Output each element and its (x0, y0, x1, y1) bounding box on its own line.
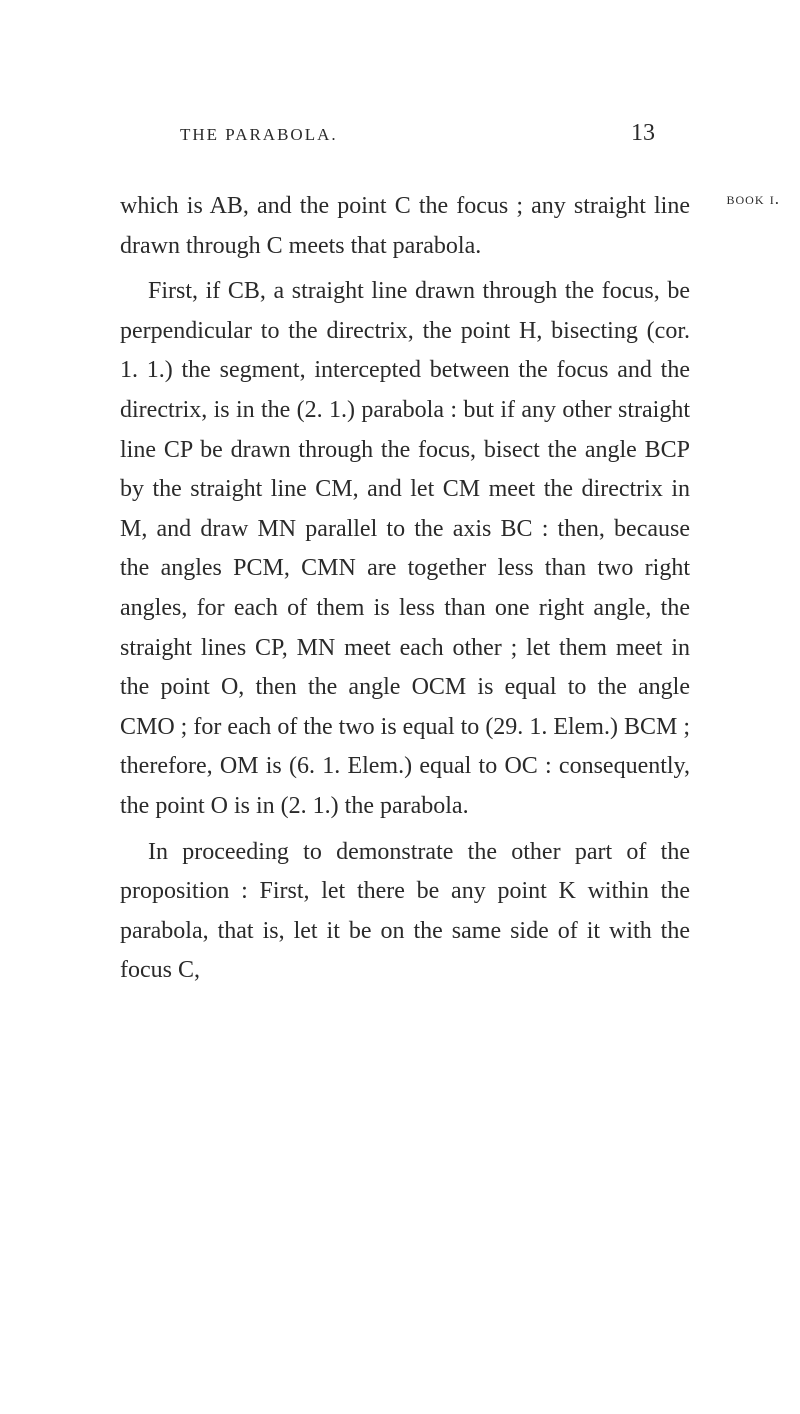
paragraph-1: which is AB, and the point C the focus ;… (120, 187, 690, 266)
running-head: THE PARABOLA. (180, 125, 338, 145)
page-header: THE PARABOLA. 13 (120, 120, 690, 147)
body-text: book i. which is AB, and the point C the… (120, 187, 690, 991)
paragraph-3: In proceeding to demonstrate the other p… (120, 833, 690, 991)
paragraph-2: First, if CB, a straight line drawn thro… (120, 272, 690, 826)
margin-note: book i. (727, 187, 781, 211)
page-number: 13 (631, 120, 655, 147)
